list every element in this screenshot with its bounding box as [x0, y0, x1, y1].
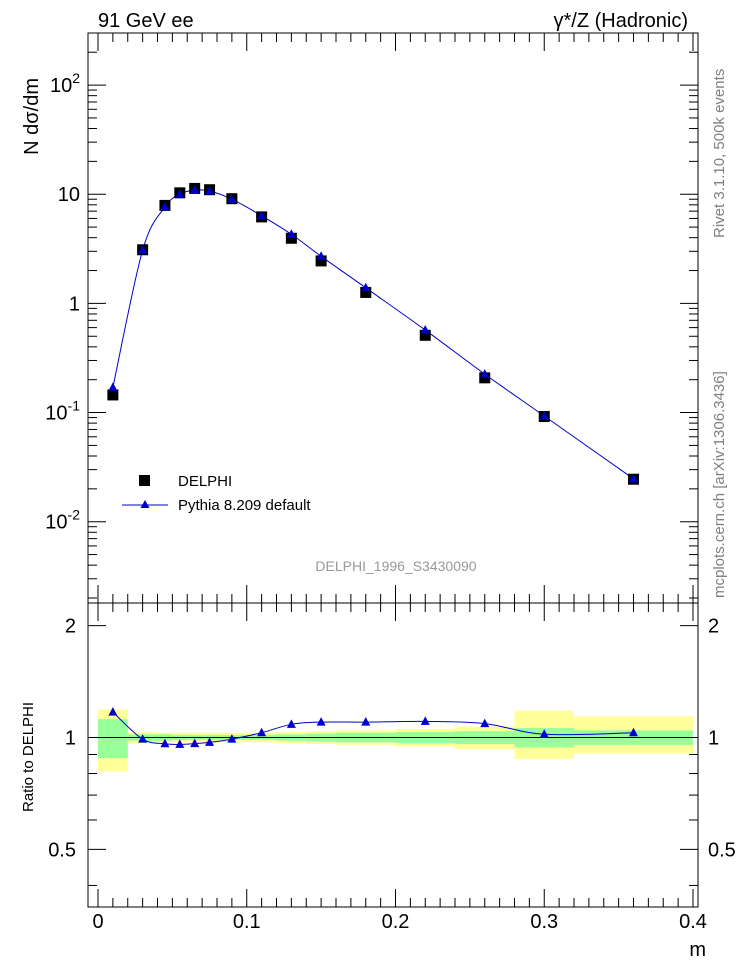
legend-data-label: DELPHI — [178, 473, 232, 490]
data-point — [419, 329, 431, 341]
main-y-tick-label: 102 — [50, 70, 80, 97]
rivet-note: Rivet 3.1.10, 500k events — [711, 69, 728, 238]
mc-point — [227, 194, 237, 203]
x-tick-label: 0.4 — [679, 911, 707, 933]
x-tick-label: 0.2 — [382, 911, 410, 933]
ratio-point — [160, 738, 170, 748]
main-frame — [87, 32, 699, 604]
ratio-y-tick-label-left: 0.5 — [48, 839, 76, 861]
mc-point — [316, 251, 326, 260]
data-point — [479, 372, 491, 384]
ratio-point — [138, 734, 148, 743]
ratio-y-tick-label-left: 1 — [65, 727, 76, 749]
x-tick-label: 0 — [92, 911, 103, 933]
ratio-point — [629, 727, 638, 737]
data-point — [107, 389, 119, 401]
ratio-point — [175, 739, 185, 748]
legend-mc-marker — [140, 500, 150, 508]
ratio-panel: 0.5 0.5 1 1 2 2 0 0.1 0.2 0.3 0.4 Ratio to DELPHI… — [20, 602, 736, 961]
mcplots-note: mcplots.cern.ch [arXiv:1306.3436] — [711, 371, 728, 598]
ratio-uncertainty-bands — [98, 709, 693, 772]
data-points — [107, 182, 639, 485]
ratio-y-tick-label-right: 2 — [708, 616, 719, 638]
ratio-point — [205, 737, 215, 746]
x-tick-label: 0.3 — [530, 911, 558, 933]
main-y-tick-label: 10 — [58, 184, 80, 206]
mc-point — [138, 245, 148, 254]
main-y-tick-label: 10-1 — [45, 398, 80, 425]
main-y-tick-label: 10-2 — [45, 507, 80, 534]
legend: DELPHI Pythia 8.209 default — [122, 473, 311, 514]
header-right-label: γ*/Z (Hadronic) — [554, 10, 688, 32]
legend-data-marker — [139, 475, 150, 486]
x-tick-label: 0.1 — [233, 911, 261, 933]
main-y-ticks: 10-2 10-1 1 10 102 — [45, 32, 698, 599]
ratio-point — [286, 719, 296, 728]
mc-points — [108, 185, 638, 483]
ratio-point — [480, 718, 490, 728]
mc-point — [160, 201, 170, 211]
ratio-point — [257, 727, 267, 737]
ratio-y-tick-label-right: 0.5 — [708, 839, 736, 861]
data-point — [315, 255, 327, 267]
ratio-point — [108, 707, 118, 716]
ratio-point — [539, 729, 549, 738]
ratio-x-ticks: 0 0.1 0.2 0.3 0.4 — [92, 603, 707, 933]
main-panel: 10-2 10-1 1 10 102 N dσ/dm DELPHI_1996_S3430… — [21, 32, 699, 604]
ratio-y-axis-label: Ratio to DELPHI — [20, 702, 37, 812]
ratio-y-tick-label-right: 1 — [708, 727, 719, 749]
mc-point — [190, 185, 200, 194]
ratio-point — [420, 716, 430, 725]
mc-point — [629, 473, 638, 483]
ratio-point — [316, 717, 326, 726]
mc-point — [539, 410, 549, 420]
mc-point — [257, 210, 267, 220]
mc-point — [480, 369, 490, 378]
mc-series-line — [112, 189, 634, 480]
ratio-points — [108, 707, 638, 748]
legend-mc-label: Pythia 8.209 default — [178, 497, 311, 514]
data-point — [285, 232, 297, 244]
main-y-axis-label: N dσ/dm — [21, 78, 43, 155]
mc-point — [361, 282, 371, 292]
ratio-y-ticks: 0.5 0.5 1 1 2 2 — [48, 616, 736, 886]
x-axis-label: m — [689, 939, 706, 961]
ratio-frame — [87, 602, 699, 908]
header-left-label: 91 GeV ee — [98, 10, 194, 32]
ratio-point — [190, 738, 200, 748]
mc-point — [175, 189, 185, 198]
main-x-ticks — [97, 33, 694, 603]
mc-point — [420, 325, 430, 334]
ratio-band-inner — [98, 719, 128, 759]
ratio-y-tick-label-left: 2 — [65, 616, 76, 638]
analysis-id-label: DELPHI_1996_S3430090 — [315, 558, 476, 574]
mc-point — [286, 229, 296, 238]
mc-point — [108, 382, 118, 391]
data-point — [360, 286, 372, 298]
mc-point — [205, 186, 215, 195]
main-y-tick-label: 1 — [69, 293, 80, 315]
ratio-point — [227, 734, 237, 743]
ratio-point — [361, 717, 371, 726]
